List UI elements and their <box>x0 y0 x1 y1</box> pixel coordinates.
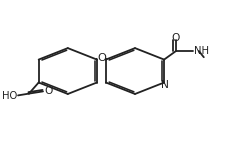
Text: HO: HO <box>2 91 17 101</box>
Text: O: O <box>172 33 180 43</box>
Text: O: O <box>97 53 106 63</box>
Text: O: O <box>45 86 53 96</box>
Text: NH: NH <box>194 46 209 56</box>
Text: N: N <box>162 80 169 90</box>
